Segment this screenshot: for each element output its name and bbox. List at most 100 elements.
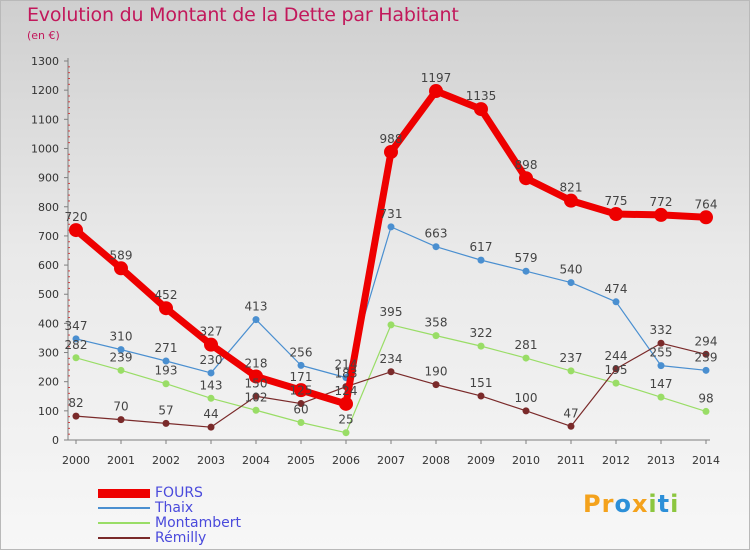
data-point bbox=[72, 335, 80, 343]
data-point bbox=[429, 84, 443, 99]
data-label: 271 bbox=[155, 341, 178, 355]
data-label: 230 bbox=[200, 353, 223, 367]
data-label: 150 bbox=[245, 376, 268, 390]
data-point bbox=[117, 416, 125, 424]
x-tick-label: 2000 bbox=[62, 454, 90, 467]
proxiti-logo: Proxiti bbox=[583, 490, 679, 518]
x-tick-label: 2009 bbox=[467, 454, 495, 467]
data-point bbox=[387, 223, 395, 231]
y-tick-label: 700 bbox=[38, 230, 59, 243]
data-label: 44 bbox=[203, 407, 218, 421]
data-point bbox=[384, 144, 398, 159]
data-label: 452 bbox=[155, 288, 178, 302]
data-point bbox=[297, 361, 305, 369]
data-label: 125 bbox=[290, 384, 313, 398]
data-label: 540 bbox=[560, 263, 583, 277]
y-tick-label: 600 bbox=[38, 259, 59, 272]
data-point bbox=[207, 423, 215, 431]
data-label: 100 bbox=[515, 391, 538, 405]
x-tick-label: 2005 bbox=[287, 454, 315, 467]
data-label: 255 bbox=[650, 346, 673, 360]
data-point bbox=[339, 396, 353, 411]
legend-item: Montambert bbox=[98, 515, 278, 531]
data-label: 282 bbox=[65, 338, 88, 352]
data-label: 663 bbox=[425, 227, 448, 241]
data-point bbox=[252, 406, 260, 414]
data-label: 57 bbox=[158, 403, 173, 417]
y-tick-label: 800 bbox=[38, 201, 59, 214]
data-point bbox=[297, 400, 305, 408]
y-tick-label: 500 bbox=[38, 288, 59, 301]
y-tick-label: 300 bbox=[38, 347, 59, 360]
data-point bbox=[654, 207, 668, 222]
x-tick-label: 2006 bbox=[332, 454, 360, 467]
data-label: 395 bbox=[380, 305, 403, 319]
data-label: 151 bbox=[470, 376, 493, 390]
legend-label: Rémilly bbox=[155, 530, 207, 546]
data-label: 589 bbox=[110, 248, 133, 262]
data-point bbox=[657, 362, 665, 370]
data-label: 82 bbox=[68, 396, 83, 410]
data-point bbox=[567, 279, 575, 287]
data-point bbox=[567, 367, 575, 375]
data-point bbox=[519, 171, 533, 186]
data-label: 47 bbox=[563, 406, 578, 420]
data-label: 720 bbox=[65, 210, 88, 224]
data-point bbox=[477, 256, 485, 264]
legend-label: Thaix bbox=[155, 500, 194, 516]
data-point bbox=[522, 267, 530, 275]
legend-label: Montambert bbox=[155, 515, 241, 531]
data-point bbox=[564, 193, 578, 208]
data-point bbox=[117, 366, 125, 374]
legend-swatch bbox=[98, 488, 150, 498]
legend-item: FOURS bbox=[98, 485, 278, 501]
data-label: 218 bbox=[245, 356, 268, 370]
x-tick-label: 2004 bbox=[242, 454, 270, 467]
data-label: 775 bbox=[605, 194, 628, 208]
y-tick-label: 200 bbox=[38, 376, 59, 389]
data-label: 102 bbox=[245, 390, 268, 404]
data-label: 124 bbox=[335, 384, 358, 398]
data-point bbox=[699, 210, 713, 225]
logo-letter: t bbox=[657, 490, 671, 518]
data-label: 898 bbox=[515, 158, 538, 172]
data-point bbox=[702, 407, 710, 415]
data-label: 256 bbox=[290, 345, 313, 359]
data-point bbox=[297, 419, 305, 427]
data-point bbox=[207, 369, 215, 377]
legend: FOURS Thaix Montambert Rémilly bbox=[98, 485, 278, 546]
data-label: 294 bbox=[695, 334, 718, 348]
data-label: 322 bbox=[470, 326, 493, 340]
data-point bbox=[159, 301, 173, 316]
data-point bbox=[657, 339, 665, 347]
data-point bbox=[162, 419, 170, 427]
data-point bbox=[609, 207, 623, 222]
data-label: 143 bbox=[200, 378, 223, 392]
data-label: 579 bbox=[515, 251, 538, 265]
data-label: 237 bbox=[560, 351, 583, 365]
data-label: 358 bbox=[425, 316, 448, 330]
data-point bbox=[474, 102, 488, 117]
data-label: 617 bbox=[470, 240, 493, 254]
data-point bbox=[162, 357, 170, 365]
data-label: 310 bbox=[110, 330, 133, 344]
x-tick-label: 2008 bbox=[422, 454, 450, 467]
x-tick-label: 2002 bbox=[152, 454, 180, 467]
data-label: 731 bbox=[380, 207, 403, 221]
data-label: 25 bbox=[338, 413, 353, 427]
data-point bbox=[342, 429, 350, 437]
logo-letter: x bbox=[631, 490, 649, 518]
data-label: 214 bbox=[335, 358, 358, 372]
x-tick-label: 2013 bbox=[647, 454, 675, 467]
data-label: 70 bbox=[113, 400, 128, 414]
data-label: 171 bbox=[290, 370, 313, 384]
data-point bbox=[702, 350, 710, 358]
chart-title: Evolution du Montant de la Dette par Hab… bbox=[27, 4, 459, 26]
data-point bbox=[432, 332, 440, 340]
legend-swatch bbox=[98, 507, 150, 509]
data-label: 98 bbox=[698, 391, 713, 405]
data-label: 332 bbox=[650, 323, 673, 337]
data-label: 413 bbox=[245, 300, 268, 314]
data-label: 988 bbox=[380, 132, 403, 146]
unit-label: (en €) bbox=[27, 29, 60, 42]
